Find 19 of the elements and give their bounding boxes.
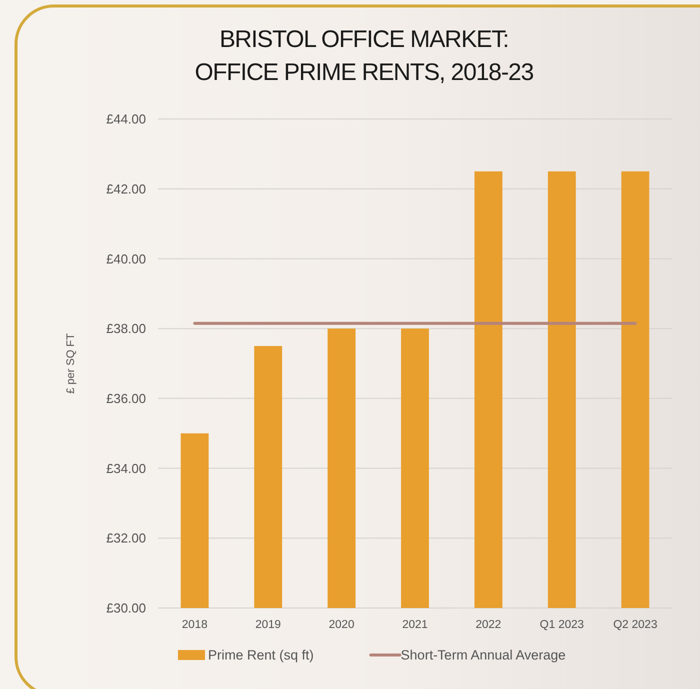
- legend-label: Short-Term Annual Average: [400, 648, 566, 663]
- y-tick-label: £36.00: [106, 390, 146, 406]
- x-tick-label: 2019: [255, 619, 281, 631]
- x-tick-label: Q2 2023: [613, 619, 658, 631]
- legend-label: Prime Rent (sq ft): [208, 648, 314, 663]
- y-tick-label: £32.00: [106, 530, 146, 546]
- y-tick-label: £44.00: [106, 112, 146, 127]
- x-tick-label: 2021: [402, 619, 428, 631]
- chart-title: BRISTOL OFFICE MARKET: OFFICE PRIME RENTS, 2018-23: [194, 26, 534, 86]
- y-axis-title: £ per SQ FT: [65, 332, 77, 394]
- y-tick-label: £38.00: [106, 321, 146, 336]
- x-tick-label: 2020: [328, 619, 354, 631]
- x-tick-label: 2018: [182, 619, 208, 631]
- y-tick-label: £40.00: [106, 251, 146, 266]
- y-tick-label: £30.00: [106, 600, 146, 616]
- y-tick-label: £42.00: [106, 181, 146, 196]
- x-tick-label: Q1 2023: [540, 619, 584, 631]
- y-tick-label: £34.00: [106, 460, 146, 476]
- x-tick-label: 2022: [476, 619, 502, 631]
